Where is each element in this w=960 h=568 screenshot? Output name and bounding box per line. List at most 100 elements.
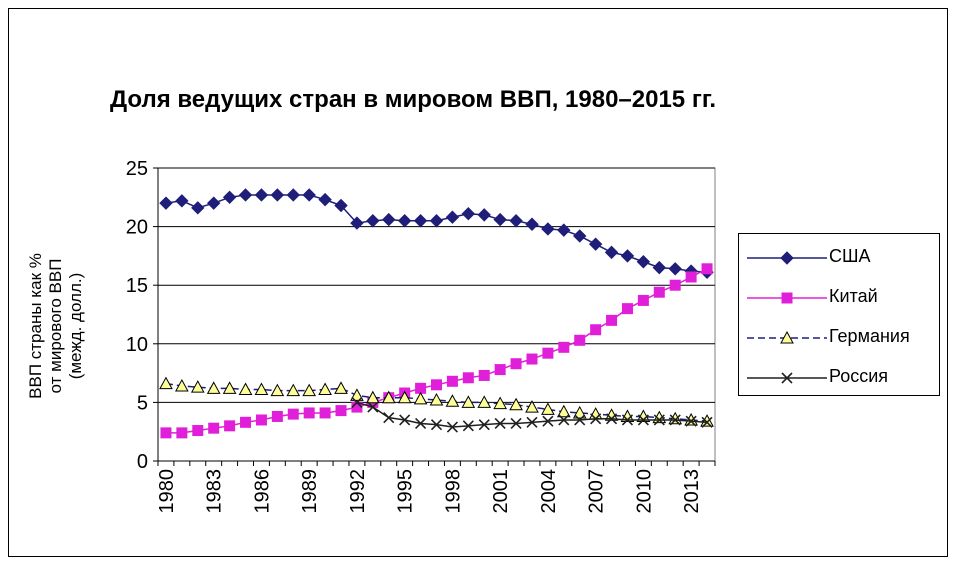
data-point — [493, 212, 507, 227]
data-point — [271, 410, 283, 422]
legend-marker — [780, 251, 794, 265]
data-point — [383, 412, 395, 424]
y-tick-label: 10 — [126, 334, 148, 356]
data-point — [399, 414, 411, 426]
data-point — [574, 414, 586, 426]
data-point — [302, 188, 316, 202]
data-point — [509, 214, 523, 228]
data-point — [604, 245, 619, 260]
data-point — [335, 405, 347, 417]
data-point — [541, 402, 555, 415]
data-point — [222, 190, 237, 205]
data-point — [606, 314, 618, 326]
data-point — [350, 388, 364, 401]
data-point — [494, 364, 506, 376]
data-point — [351, 396, 363, 408]
data-point — [620, 249, 635, 263]
data-point — [413, 391, 428, 405]
data-point — [701, 416, 713, 428]
data-point — [238, 382, 253, 396]
data-point — [190, 380, 205, 393]
data-point — [478, 419, 490, 431]
data-point — [224, 420, 236, 432]
data-point — [557, 223, 571, 237]
data-point — [572, 405, 587, 419]
data-point — [286, 188, 300, 202]
data-point — [621, 414, 634, 426]
legend-swatch — [747, 292, 827, 304]
data-point — [176, 427, 188, 439]
data-point — [541, 222, 555, 236]
y-tick-label: 0 — [137, 451, 148, 473]
x-tick-label: 1980 — [156, 469, 178, 514]
data-point — [381, 390, 396, 404]
data-point — [462, 420, 474, 432]
x-tick-label: 2010 — [633, 469, 655, 514]
data-point — [494, 417, 506, 430]
data-point — [254, 382, 269, 396]
data-point — [590, 324, 602, 336]
data-point — [446, 421, 458, 433]
legend-item: Китай — [739, 280, 939, 316]
data-point — [318, 192, 332, 207]
y-axis-label-line: ВВП страны как % — [26, 253, 45, 399]
data-point — [255, 414, 267, 426]
legend-label: Россия — [829, 366, 889, 386]
legend-swatch — [747, 251, 827, 265]
series-line — [165, 382, 708, 422]
data-point — [240, 416, 252, 428]
data-point — [668, 411, 683, 425]
data-point — [669, 414, 681, 426]
data-point — [684, 412, 698, 426]
x-tick-label: 1986 — [251, 469, 273, 514]
data-point — [415, 382, 427, 394]
data-point — [573, 229, 587, 243]
y-tick-label: 20 — [126, 217, 148, 239]
data-point — [159, 376, 173, 390]
legend-item: Россия — [739, 360, 939, 396]
x-tick-label: 1992 — [347, 469, 369, 514]
data-point — [445, 210, 460, 224]
y-axis-label-line: (межд. долл.) — [66, 272, 85, 380]
data-point — [429, 393, 444, 406]
data-point — [461, 395, 476, 408]
data-point — [477, 395, 492, 408]
data-point — [254, 188, 269, 202]
data-point — [637, 414, 649, 426]
y-tick-label: 15 — [126, 275, 148, 297]
data-point — [477, 208, 491, 222]
legend-label: США — [829, 246, 871, 266]
data-point — [668, 262, 682, 276]
data-point — [685, 415, 697, 427]
data-point — [366, 214, 380, 228]
data-point — [574, 334, 586, 346]
data-point — [175, 378, 189, 392]
data-point — [175, 194, 189, 208]
x-tick-label: 1989 — [299, 469, 321, 514]
legend-marker — [781, 372, 793, 384]
data-point — [558, 414, 570, 426]
data-point — [556, 404, 571, 418]
data-point — [525, 400, 539, 413]
data-point — [206, 381, 221, 394]
data-point — [397, 214, 412, 228]
data-point — [208, 422, 220, 434]
data-point — [446, 375, 458, 387]
data-point — [445, 394, 460, 407]
data-point — [526, 353, 538, 365]
x-tick-label: 1998 — [442, 469, 464, 514]
data-point — [509, 397, 523, 411]
legend-swatch — [747, 372, 827, 384]
legend-swatch — [747, 330, 827, 344]
data-point — [192, 425, 204, 437]
data-point — [637, 294, 649, 306]
data-point — [303, 407, 315, 419]
data-point — [493, 396, 507, 410]
data-point — [270, 188, 285, 202]
legend-marker — [780, 330, 794, 344]
legend-label: Китай — [829, 286, 878, 306]
x-tick-label: 2013 — [681, 469, 703, 514]
data-point — [302, 383, 317, 397]
data-point — [621, 303, 633, 315]
